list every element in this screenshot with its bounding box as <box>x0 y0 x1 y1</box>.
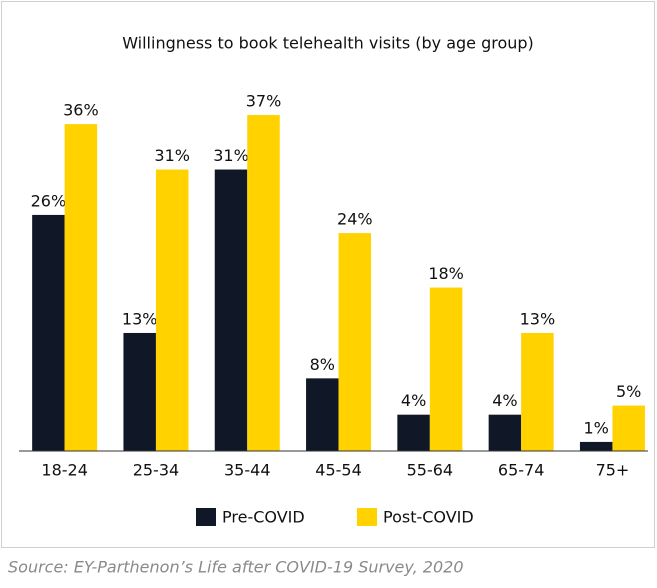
legend-label: Pre-COVID <box>222 508 305 527</box>
bar <box>64 124 98 452</box>
x-tick-label: 25-34 <box>133 461 180 480</box>
data-label: 4% <box>492 391 517 410</box>
x-tick-label: 35-44 <box>224 461 271 480</box>
x-tick-label: 45-54 <box>315 461 362 480</box>
x-tick-label: 75+ <box>596 461 630 480</box>
bar <box>32 214 65 451</box>
data-label: 24% <box>337 210 373 229</box>
data-label: 1% <box>584 418 609 437</box>
bar <box>429 287 463 451</box>
data-label: 5% <box>616 382 641 401</box>
legend-label: Post-COVID <box>383 508 474 527</box>
data-label: 31% <box>154 146 190 165</box>
data-label: 26% <box>31 191 67 210</box>
data-label: 4% <box>401 391 426 410</box>
legend-swatch <box>357 508 377 526</box>
source-note: Source: EY-Parthenon’s Life after COVID-… <box>8 558 464 577</box>
data-label: 36% <box>63 101 99 120</box>
bar <box>612 405 645 451</box>
x-tick-label: 18-24 <box>41 461 88 480</box>
chart-title: Willingness to book telehealth visits (b… <box>122 34 534 53</box>
data-label: 31% <box>213 146 249 165</box>
bar <box>123 332 156 451</box>
x-tick-label: 55-64 <box>407 461 454 480</box>
chart-border <box>1 1 655 548</box>
bar <box>247 115 280 451</box>
bar <box>306 378 339 451</box>
bar <box>579 441 613 451</box>
bar <box>155 169 189 451</box>
data-label: 13% <box>122 309 158 328</box>
data-label: 37% <box>246 92 282 111</box>
bar <box>214 169 248 451</box>
data-label: 13% <box>520 309 556 328</box>
bar <box>521 332 554 451</box>
bar <box>338 233 372 451</box>
x-tick-label: 65-74 <box>498 461 545 480</box>
bar <box>488 414 522 451</box>
bar <box>397 414 430 451</box>
legend-swatch <box>196 508 216 526</box>
data-label: 18% <box>428 264 464 283</box>
data-label: 8% <box>310 355 335 374</box>
